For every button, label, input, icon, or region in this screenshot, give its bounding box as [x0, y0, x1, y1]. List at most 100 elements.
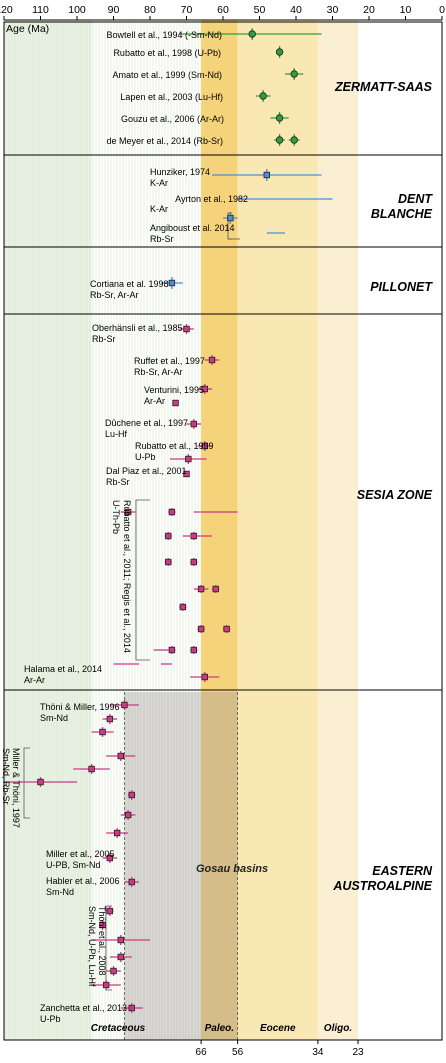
- data-point: [201, 673, 208, 681]
- reference-label: Dal Piaz et al., 2001: [106, 466, 187, 476]
- bottom-tick-label: 23: [352, 1047, 364, 1058]
- data-point: [197, 585, 205, 593]
- panel-title: AUSTROALPINE: [332, 879, 432, 893]
- top-tick-label: 110: [32, 4, 49, 16]
- reference-labels: Cretaceous Paleo. Eocene Oligo. ZERMATT-SAAS…: [1, 30, 433, 1034]
- data-point: [110, 967, 117, 975]
- epoch-band-eocene: [237, 20, 318, 1040]
- data-point: [183, 470, 190, 478]
- data-point: [190, 420, 197, 428]
- top-tick-label: 80: [144, 4, 156, 16]
- data-point: [168, 508, 176, 516]
- bracket: [23, 747, 30, 819]
- data-point: [168, 279, 176, 287]
- panel-title: EASTERN: [372, 864, 433, 878]
- data-point: [168, 646, 176, 654]
- reference-label: Lu-Hf: [105, 429, 128, 439]
- reference-label: Thöni & Miller, 1996: [40, 702, 120, 712]
- reference-label-rotated: U-Th-Pb: [111, 500, 121, 534]
- reference-label-rotated: Sm-Nd, U-Pb, Lu-Hf: [87, 906, 97, 987]
- epoch-label: Cretaceous: [91, 1023, 146, 1034]
- top-tick-label: 50: [254, 4, 266, 16]
- reference-label: Oberhänsli et al., 1985: [92, 323, 183, 333]
- panel-border: [3, 689, 443, 1041]
- reference-label: U-PB, Sm-Nd: [46, 860, 101, 870]
- reference-label: K-Ar: [150, 178, 168, 188]
- reference-label: U-Pb: [135, 452, 156, 462]
- reference-label: Zanchetta et al., 2013: [40, 1003, 127, 1013]
- reference-label: Rb-Sr, Ar-Ar: [90, 290, 139, 300]
- data-point: [190, 646, 197, 654]
- data-point: [275, 114, 284, 122]
- reference-label: K-Ar: [150, 204, 168, 214]
- data-point: [185, 455, 192, 463]
- data-point: [128, 791, 135, 799]
- data-point: [106, 907, 114, 915]
- reference-label-rotated: Rubatto et al., 2011; Regis et al., 2014: [122, 500, 132, 653]
- reference-label: U-Pb: [40, 1014, 61, 1024]
- data-point: [117, 752, 124, 760]
- panels: [3, 21, 443, 1041]
- epoch-bands: [4, 20, 359, 1040]
- panel-title: PILLONET: [370, 280, 433, 294]
- reference-label: Rb-Sr: [150, 234, 174, 244]
- top-tick-label: 90: [108, 4, 120, 16]
- bracket: [105, 905, 112, 991]
- data-point: [208, 356, 216, 364]
- epoch-band-oligo: [317, 20, 359, 1040]
- data-point: [106, 715, 114, 723]
- reference-label: Venturini, 1995: [144, 385, 204, 395]
- reference-label: Rb-Sr: [106, 477, 130, 487]
- data-point: [124, 811, 132, 819]
- reference-label: Ruffet et al., 1997: [134, 356, 205, 366]
- data-point: [88, 765, 95, 773]
- data-point: [248, 30, 256, 38]
- panel-title: ZERMATT-SAAS: [334, 80, 433, 94]
- gosau-basins-label: Gosau basins: [196, 863, 268, 875]
- epoch-band-paleo: [201, 20, 238, 1040]
- gosau-basins-area: Gosau basins: [124, 692, 268, 1040]
- data-point: [117, 953, 124, 961]
- reference-label-rotated: Miller & Thöni, 1997: [11, 748, 21, 828]
- data-marks: [4, 28, 333, 1013]
- reference-label: Ar-Ar: [24, 675, 45, 685]
- bottom-tick-label: 56: [232, 1047, 244, 1058]
- data-point: [106, 854, 114, 862]
- data-point: [165, 532, 172, 540]
- reference-label: Gouzu et al., 2006 (Ar-Ar): [121, 114, 224, 124]
- data-point: [124, 508, 132, 516]
- data-point: [290, 136, 298, 144]
- top-tick-label: 30: [327, 4, 339, 16]
- reference-label: Halama et al., 2014: [24, 664, 102, 674]
- data-point: [179, 603, 187, 611]
- bracket: [135, 499, 150, 661]
- top-axis: 1201101009080706050403020100: [0, 4, 445, 21]
- panel-title: DENT: [398, 192, 433, 206]
- epoch-label: Paleo.: [205, 1023, 234, 1034]
- reference-label: Sm-Nd: [46, 887, 74, 897]
- reference-label: Rubatto et al., 1999: [135, 441, 214, 451]
- data-point: [37, 778, 44, 786]
- data-point: [201, 442, 208, 450]
- data-point: [99, 728, 106, 736]
- data-point: [128, 1004, 135, 1012]
- data-point: [263, 171, 270, 179]
- data-point: [121, 701, 128, 709]
- reference-label: Rubatto et al., 1998 (U-Pb): [113, 48, 221, 58]
- data-point: [99, 921, 106, 929]
- reference-label: Hunziker, 1974: [150, 167, 210, 177]
- reference-label: Ar-Ar: [144, 396, 165, 406]
- reference-label: Dûchene et al., 1997: [105, 418, 188, 428]
- top-tick-label: 40: [290, 4, 302, 16]
- data-point: [172, 399, 179, 407]
- reference-label: Rb-Sr, Ar-Ar: [134, 367, 183, 377]
- data-point: [227, 214, 234, 222]
- epoch-label: Eocene: [260, 1023, 296, 1034]
- reference-label: Ayrton et al., 1982: [175, 194, 248, 204]
- x-axis-label: Age (Ma): [6, 23, 49, 35]
- reference-label: Bowtell et al., 1994 (-Sm-Nd): [106, 30, 222, 40]
- top-tick-label: 0: [439, 4, 445, 16]
- data-point: [117, 936, 124, 944]
- data-point: [275, 48, 284, 56]
